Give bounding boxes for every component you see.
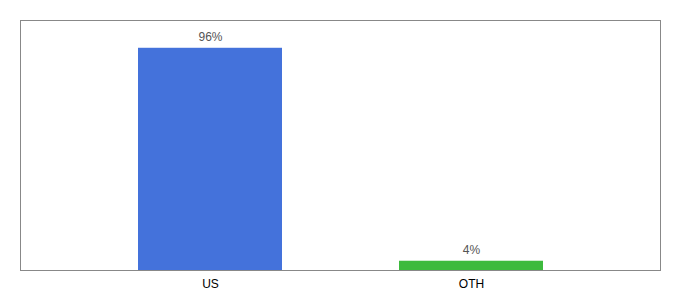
svg-text:96%: 96% bbox=[198, 30, 222, 44]
svg-text:OTH: OTH bbox=[459, 277, 484, 291]
svg-text:US: US bbox=[202, 277, 219, 291]
svg-text:4%: 4% bbox=[463, 243, 481, 257]
